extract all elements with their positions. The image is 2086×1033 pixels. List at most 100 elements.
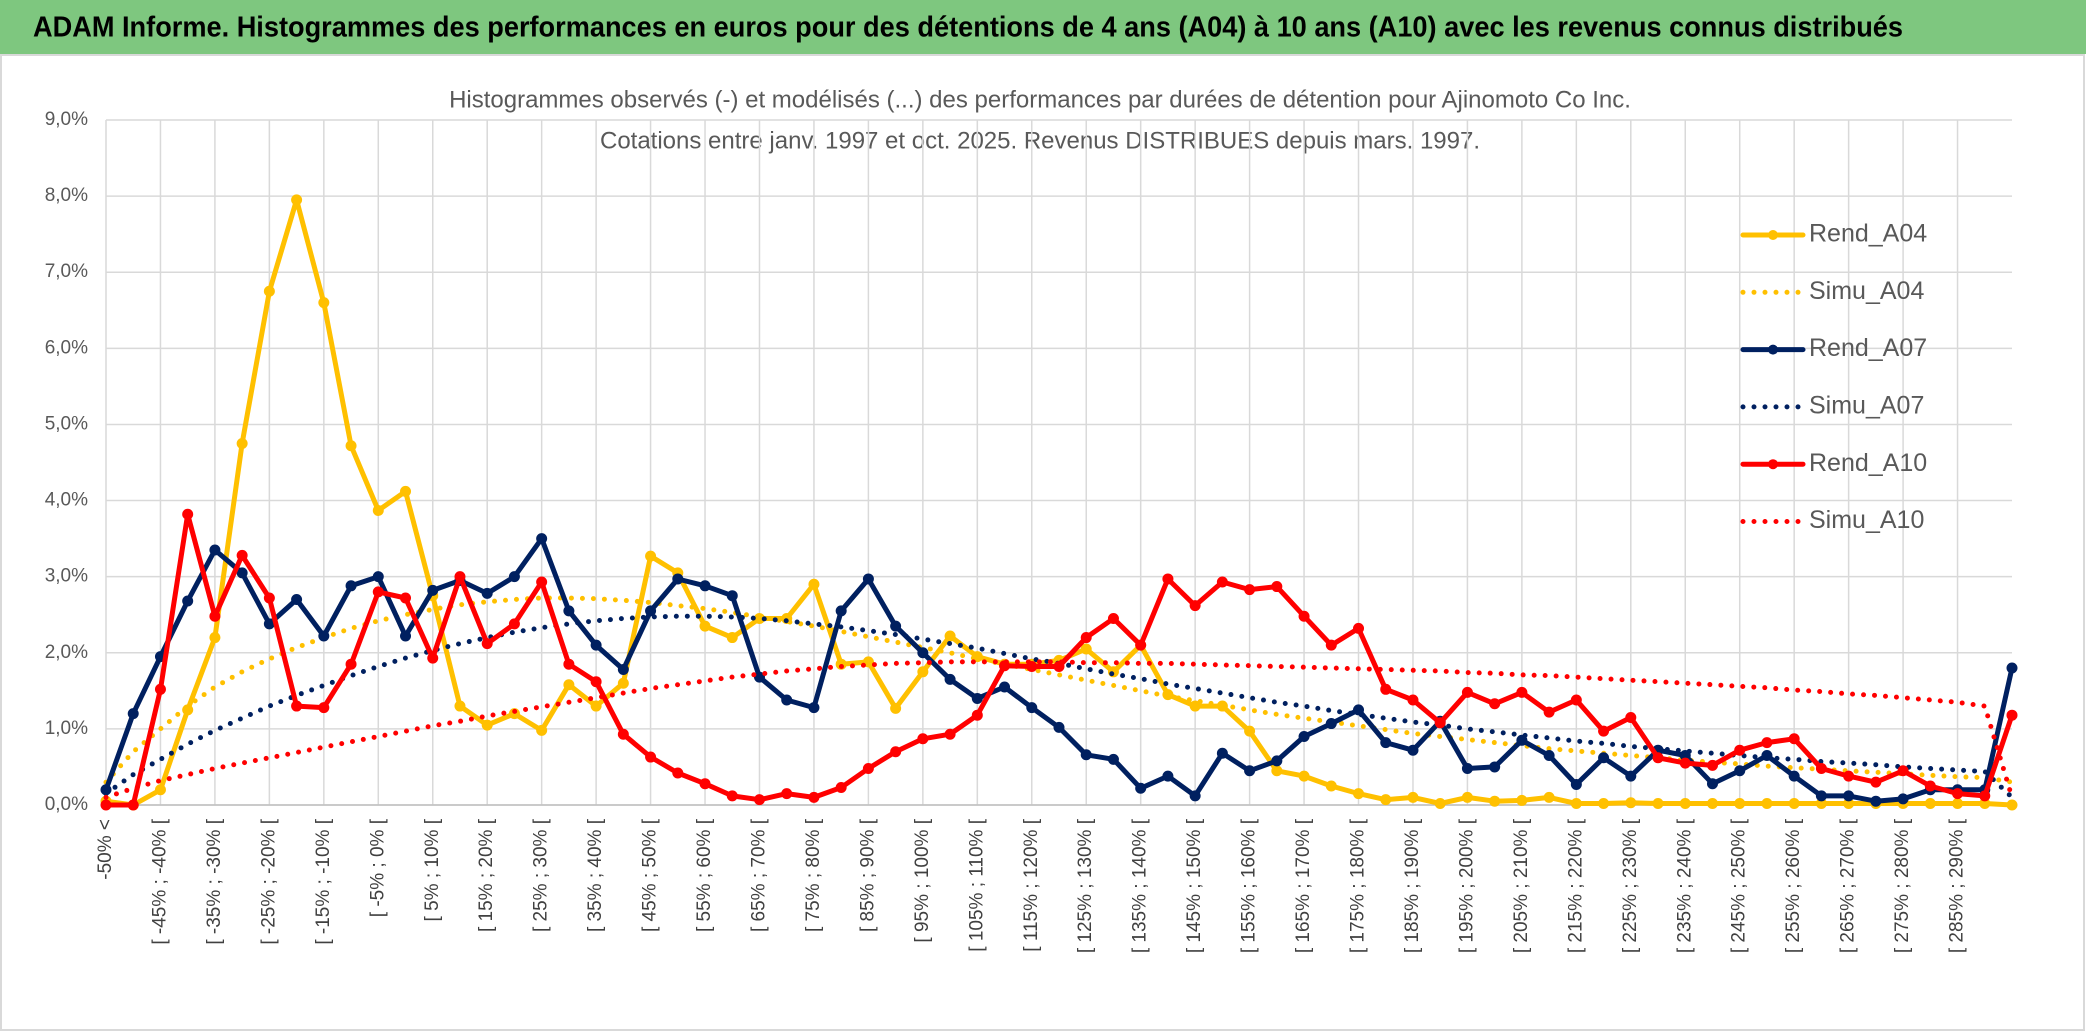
point [753,794,765,806]
x-tick-label: [ 195% ; 200% [ [1456,818,1477,953]
point [1353,622,1365,634]
point [2006,799,2018,811]
point [1107,613,1119,625]
legend-label: Rend_A07 [1809,334,1927,362]
point [645,751,657,763]
point [1135,782,1147,794]
x-tick-label: [ -25% ; -20% [ [258,818,279,944]
point [590,676,602,688]
point [291,594,303,605]
x-tick-label: [ 215% ; 220% [ [1565,818,1586,953]
point [1407,744,1419,756]
point [971,692,983,704]
point [726,632,738,644]
point [1489,698,1501,710]
point [1080,749,1092,761]
point [1434,717,1446,729]
point [1461,762,1473,774]
point [1244,765,1256,777]
point [1924,780,1936,792]
point [1952,788,1964,800]
point [1026,702,1038,714]
point [1216,747,1228,759]
point [563,658,575,670]
point [1843,770,1855,782]
point [400,592,412,604]
point [1461,686,1473,698]
y-tick-label: 4,0% [45,490,88,511]
point [427,652,439,664]
point [481,587,493,599]
point [971,709,983,721]
point [481,638,493,650]
point [1107,753,1119,765]
chart-frame [0,54,2085,1031]
point [1271,581,1283,593]
point [617,664,629,676]
model-line [103,659,2015,800]
x-tick-label: [ 245% ; 250% [ [1729,818,1750,953]
point [1897,793,1909,805]
point [2006,709,2018,721]
point [1325,718,1337,730]
point [672,767,684,779]
x-tick-label: [ 145% ; 150% [ [1184,818,1205,953]
point [209,610,221,622]
point [1598,752,1610,764]
point [209,632,221,644]
point [400,630,412,642]
x-tick-label: [ 285% ; 290% [ [1947,818,1968,953]
point [1434,797,1446,809]
y-tick-label: 7,0% [45,261,88,282]
legend-label: Simu_A07 [1809,392,1924,420]
point [209,544,221,556]
point [1516,734,1528,746]
point [1679,797,1691,809]
point [427,584,439,596]
point [1516,686,1528,698]
point [1380,683,1392,695]
x-tick-label: [ -5% ; 0% [ [367,818,388,917]
point [781,694,793,706]
point [1788,770,1800,782]
point [236,437,248,449]
point [1380,737,1392,749]
point [1761,797,1773,809]
chart-title: Histogrammes observés (-) et modélisés (… [449,86,1631,113]
point [263,285,275,297]
point [1706,797,1718,809]
x-tick-label: [ 75% ; 80% [ [803,818,824,932]
point [318,630,330,642]
point [291,700,303,712]
point [1053,721,1065,733]
title-bar [0,0,2086,54]
point [699,778,711,790]
point [1244,584,1256,596]
x-tick-label: [ -35% ; -30% [ [204,818,225,944]
point [808,702,820,714]
point [1706,778,1718,790]
point [1625,797,1637,809]
point [1543,706,1555,718]
x-tick-label: [ -15% ; -10% [ [313,818,334,944]
point [1679,757,1691,769]
point [508,618,520,630]
point [1761,737,1773,749]
x-tick-label: -50% < [95,819,116,880]
x-tick-label: [ 15% ; 20% [ [476,818,497,932]
point [726,590,738,602]
point [263,592,275,604]
point [1625,770,1637,782]
x-tick-label: [ 155% ; 160% [ [1239,818,1260,953]
point [890,746,902,758]
point [1325,780,1337,792]
point [835,605,847,617]
point [1543,750,1555,762]
page-title: ADAM Informe. Histogrammes des performan… [33,12,1903,44]
point [236,549,248,561]
x-tick-label: [ 225% ; 230% [ [1620,818,1641,953]
legend-label: Rend_A04 [1809,220,1927,248]
point [291,194,303,206]
point [917,647,929,659]
